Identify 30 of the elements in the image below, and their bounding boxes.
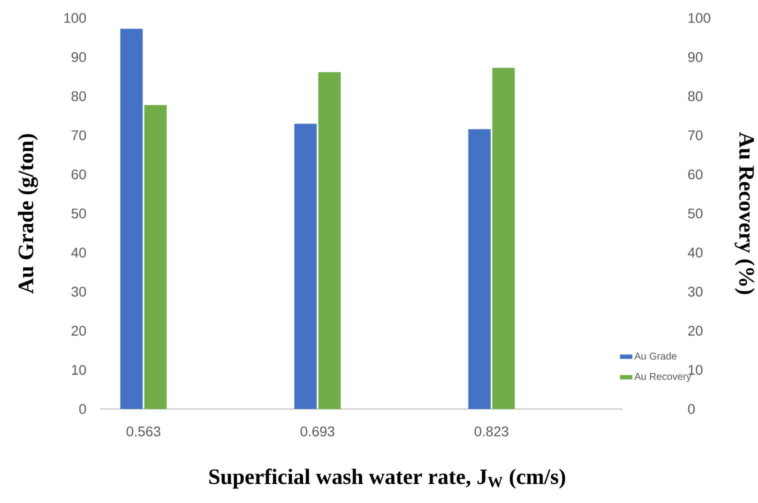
- y2-tick-label: 80: [688, 91, 702, 102]
- x-axis-title: Superficial wash water rate, J$_{W}$ (cm/s): [209, 468, 566, 489]
- legend-label: Au Recovery: [634, 373, 692, 382]
- y2-tick-label: 0: [688, 404, 695, 414]
- y2-axis-title: Au Recovery (%): [734, 132, 755, 294]
- y2-tick-label: 50: [688, 208, 702, 218]
- y2-tick-label: 40: [688, 248, 702, 258]
- x-tick-label: 0.563: [126, 426, 160, 436]
- x-tick-label: 0.693: [300, 426, 334, 436]
- y2-tick-label: 10: [688, 364, 702, 375]
- y2-tick-label: 100: [688, 13, 710, 23]
- y2-tick-label: 20: [688, 326, 702, 336]
- y2-tick-label: 30: [688, 286, 702, 297]
- y-tick-label: 70: [72, 130, 86, 140]
- y-tick-label: 80: [72, 91, 86, 102]
- y-tick-label: 30: [71, 286, 86, 297]
- y-tick-label: 40: [71, 248, 86, 258]
- y-tick-label: 90: [72, 52, 86, 62]
- y-tick-label: 0: [79, 404, 86, 414]
- y-tick-label: 100: [64, 13, 86, 23]
- y-axis-title: Au Grade (g/ton): [18, 134, 38, 294]
- y2-tick-label: 70: [688, 130, 702, 140]
- y-tick-label: 60: [72, 169, 86, 180]
- y-tick-label: 20: [72, 326, 86, 336]
- y-tick-label: 10: [72, 364, 86, 375]
- legend-label: Au Grade: [634, 352, 676, 360]
- y2-tick-label: 90: [688, 52, 702, 62]
- y-tick-label: 50: [72, 208, 86, 218]
- y2-tick-label: 60: [688, 169, 702, 180]
- x-tick-label: 0.823: [474, 426, 508, 436]
